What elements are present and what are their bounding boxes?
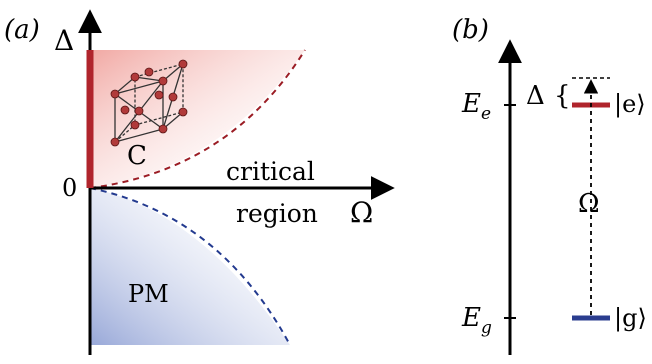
excited-state-ket: |e⟩	[614, 90, 646, 119]
energy-g-axis-label: Eg	[461, 303, 492, 338]
rabi-frequency-label: Ω	[578, 189, 600, 219]
panel-a: (a)	[4, 9, 395, 355]
panel-b-label: (b)	[452, 15, 489, 45]
energy-e-axis-label: Ee	[461, 89, 491, 124]
y-axis-label: Δ	[54, 24, 74, 57]
crystal-region-shading	[90, 50, 305, 188]
detuning-label: Δ	[526, 81, 545, 111]
critical-region-label-line1: critical	[226, 157, 315, 186]
panel-b: (b) Ee Eg Δ { Ω |e⟩ |g⟩	[452, 15, 647, 355]
paramagnet-region-label: PM	[128, 280, 169, 308]
origin-label: 0	[62, 174, 77, 202]
crystal-boundary-dashed-line	[89, 49, 306, 189]
detuning-brace: {	[554, 81, 571, 111]
panel-a-label: (a)	[4, 15, 40, 45]
paramagnet-boundary-dashed-line	[89, 187, 291, 346]
paramagnet-region-shading	[90, 188, 290, 345]
x-axis-label: Ω	[350, 196, 373, 229]
crystal-region-label: C	[127, 141, 147, 171]
crystal-lattice-icon	[110, 59, 188, 147]
ground-state-ket: |g⟩	[614, 304, 647, 333]
critical-region-label-line2: region	[236, 199, 318, 228]
